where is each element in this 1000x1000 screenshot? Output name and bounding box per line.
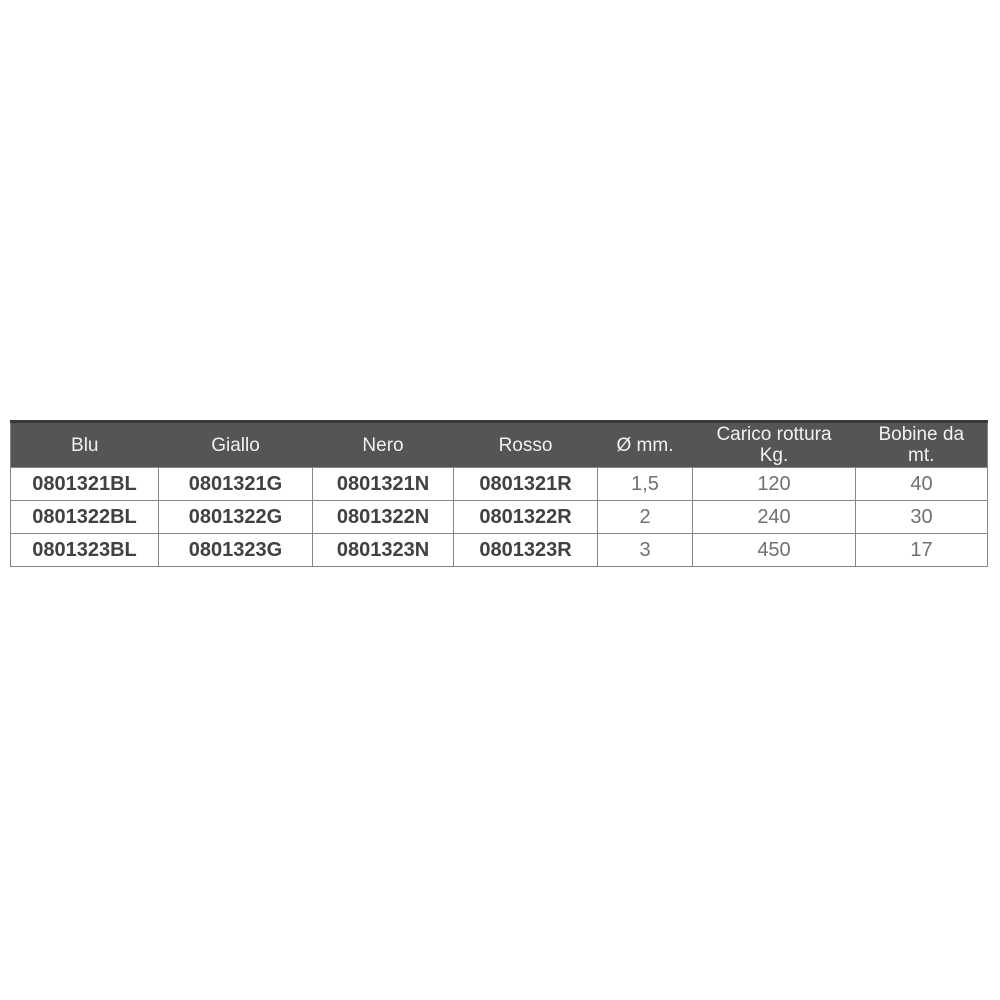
product-spec-table: Blu Giallo Nero Rosso Ø mm. Carico rottu… [10,420,988,567]
cell-code-nero: 0801322N [312,500,454,534]
column-header-spool-length: Bobine da mt. [855,421,988,468]
cell-breaking-load: 450 [692,533,856,567]
cell-code-blu: 0801323BL [10,533,159,567]
cell-diameter: 2 [597,500,693,534]
column-header-blu: Blu [10,421,159,468]
cell-spool-length: 30 [855,500,988,534]
table-row: 0801321BL 0801321G 0801321N 0801321R 1,5… [10,467,988,501]
cell-code-rosso: 0801323R [453,533,598,567]
cell-code-blu: 0801321BL [10,467,159,501]
cell-code-nero: 0801323N [312,533,454,567]
cell-spool-length: 17 [855,533,988,567]
table-header-row: Blu Giallo Nero Rosso Ø mm. Carico rottu… [10,421,988,468]
table-row: 0801323BL 0801323G 0801323N 0801323R 3 4… [10,533,988,567]
cell-code-giallo: 0801321G [158,467,313,501]
column-header-diameter: Ø mm. [597,421,693,468]
cell-spool-length: 40 [855,467,988,501]
column-header-nero: Nero [312,421,454,468]
cell-code-blu: 0801322BL [10,500,159,534]
column-header-breaking-load: Carico rottura Kg. [692,421,856,468]
cell-code-nero: 0801321N [312,467,454,501]
table-row: 0801322BL 0801322G 0801322N 0801322R 2 2… [10,500,988,534]
column-header-giallo: Giallo [158,421,313,468]
cell-code-rosso: 0801322R [453,500,598,534]
cell-code-rosso: 0801321R [453,467,598,501]
cell-breaking-load: 120 [692,467,856,501]
cell-diameter: 3 [597,533,693,567]
cell-breaking-load: 240 [692,500,856,534]
cell-code-giallo: 0801322G [158,500,313,534]
cell-diameter: 1,5 [597,467,693,501]
column-header-rosso: Rosso [453,421,598,468]
cell-code-giallo: 0801323G [158,533,313,567]
